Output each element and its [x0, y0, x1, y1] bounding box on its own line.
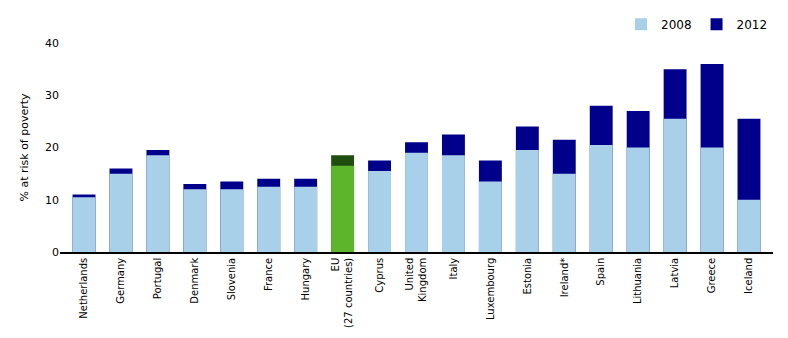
svg-text:Iceland: Iceland: [743, 258, 754, 294]
svg-text:2008: 2008: [661, 18, 692, 32]
svg-text:Cyprus: Cyprus: [374, 258, 385, 293]
svg-text:10: 10: [45, 194, 59, 207]
svg-text:30: 30: [45, 89, 59, 102]
svg-text:Luxembourg: Luxembourg: [485, 258, 496, 320]
svg-text:2012: 2012: [737, 18, 768, 32]
svg-text:Greece: Greece: [706, 258, 717, 294]
svg-text:Ireland*: Ireland*: [559, 258, 570, 298]
svg-text:Denmark: Denmark: [189, 258, 200, 304]
svg-text:Portugal: Portugal: [152, 258, 163, 299]
svg-text:Slovenia: Slovenia: [226, 258, 237, 301]
svg-text:Estonia: Estonia: [522, 258, 533, 295]
svg-text:% at risk of poverty: % at risk of poverty: [18, 93, 31, 202]
svg-text:Netherlands: Netherlands: [78, 258, 89, 319]
svg-text:EU(27 countries): EU(27 countries): [330, 258, 354, 328]
svg-text:France: France: [263, 258, 274, 291]
svg-text:Germany: Germany: [115, 258, 126, 304]
svg-text:UnitedKingdom: UnitedKingdom: [404, 258, 428, 302]
svg-text:Lithuania: Lithuania: [632, 258, 643, 304]
svg-text:Spain: Spain: [595, 258, 606, 286]
svg-text:Italy: Italy: [448, 258, 459, 280]
svg-text:20: 20: [45, 141, 59, 154]
svg-text:Hungary: Hungary: [300, 258, 311, 301]
svg-text:40: 40: [45, 37, 59, 50]
svg-text:0: 0: [52, 246, 59, 259]
svg-text:Latvia: Latvia: [669, 258, 680, 288]
